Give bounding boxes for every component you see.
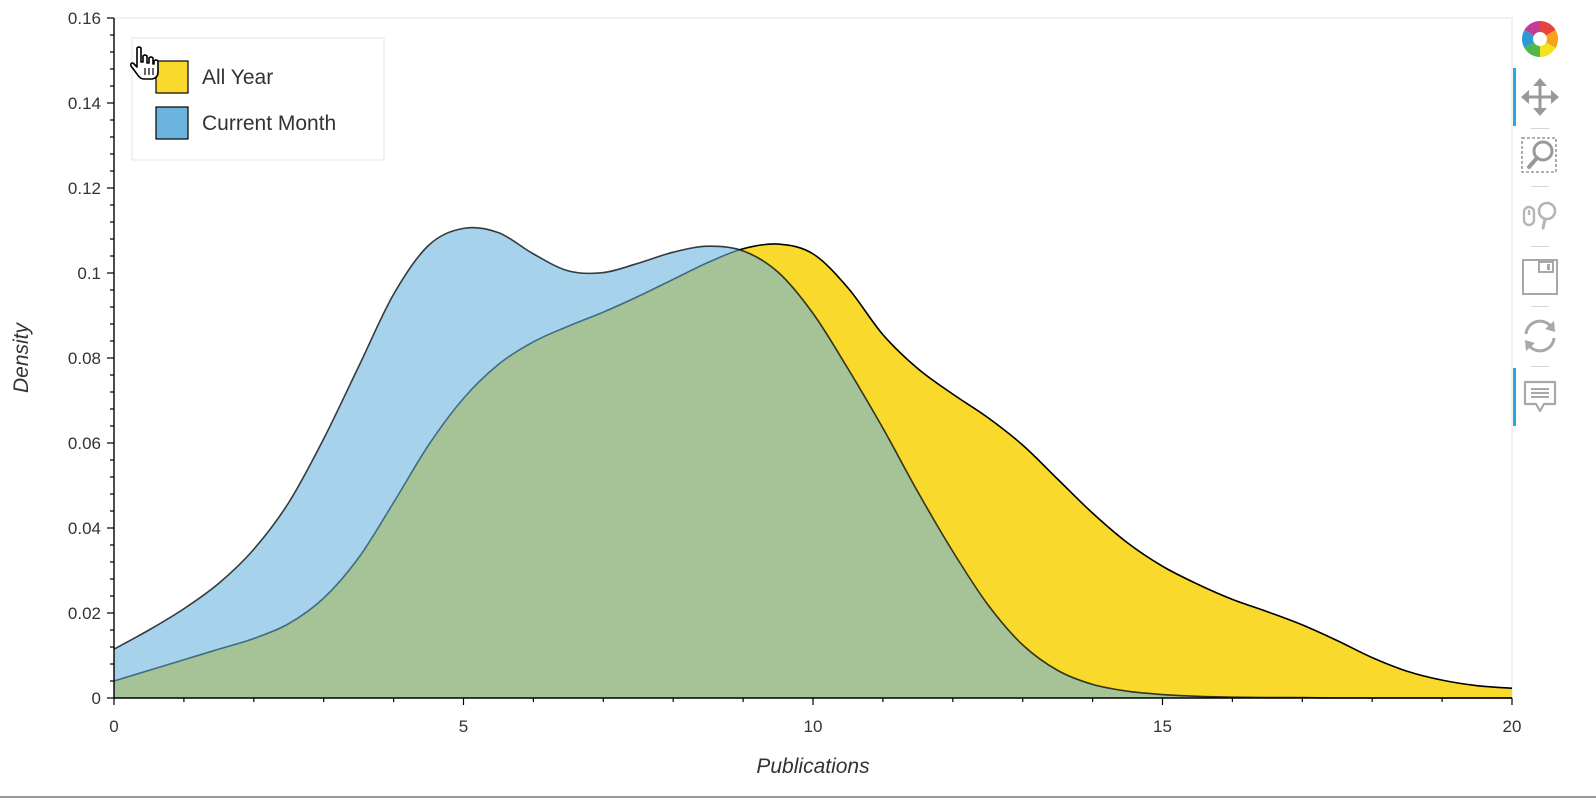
density-areas (113, 226, 1513, 699)
x-tick-label: 10 (804, 717, 823, 736)
legend[interactable]: All Year Current Month (131, 37, 385, 161)
density-area-current-month[interactable] (114, 227, 1512, 699)
toolbar-separator (1531, 128, 1549, 129)
toolbar (1513, 12, 1567, 442)
x-tick-label: 5 (459, 717, 468, 736)
y-tick-label: 0.16 (68, 9, 101, 28)
y-tick-label: 0.1 (77, 264, 101, 283)
box-zoom-icon[interactable] (1517, 132, 1563, 178)
legend-swatch-current-month (155, 106, 189, 140)
y-axis-title: Density (10, 321, 33, 393)
y-tick-label: 0.08 (68, 349, 101, 368)
legend-label-all-year: All Year (202, 66, 273, 89)
x-tick-label: 20 (1503, 717, 1522, 736)
toolbar-separator (1531, 306, 1549, 307)
reset-icon[interactable] (1517, 312, 1563, 358)
y-tick-label: 0.12 (68, 179, 101, 198)
legend-swatch-all-year (155, 60, 189, 94)
y-tick-label: 0.04 (68, 519, 101, 538)
toolbar-separator (1531, 366, 1549, 367)
toolbar-separator (1531, 186, 1549, 187)
y-tick-label: 0 (92, 689, 101, 708)
y-tick-label: 0.02 (68, 604, 101, 623)
legend-label-current-month: Current Month (202, 112, 336, 135)
window-bottom-border (0, 796, 1596, 798)
x-tick-label: 15 (1153, 717, 1172, 736)
toolbar-separator (1531, 246, 1549, 247)
x-axis-title: Publications (756, 755, 870, 778)
save-icon[interactable] (1517, 254, 1563, 300)
bokeh-logo-icon[interactable] (1517, 16, 1563, 62)
wheel-zoom-icon[interactable] (1517, 192, 1563, 238)
legend-box (131, 37, 385, 161)
hand-cursor-icon (129, 46, 159, 80)
x-tick-label: 0 (109, 717, 118, 736)
pan-icon[interactable] (1513, 68, 1563, 126)
hover-icon[interactable] (1513, 368, 1563, 426)
y-tick-label: 0.14 (68, 94, 101, 113)
axes: 0 5 10 15 20 0 0.02 0.04 0.06 0.08 0.1 0.12 0.14 0.16 (68, 9, 1522, 736)
y-tick-label: 0.06 (68, 434, 101, 453)
